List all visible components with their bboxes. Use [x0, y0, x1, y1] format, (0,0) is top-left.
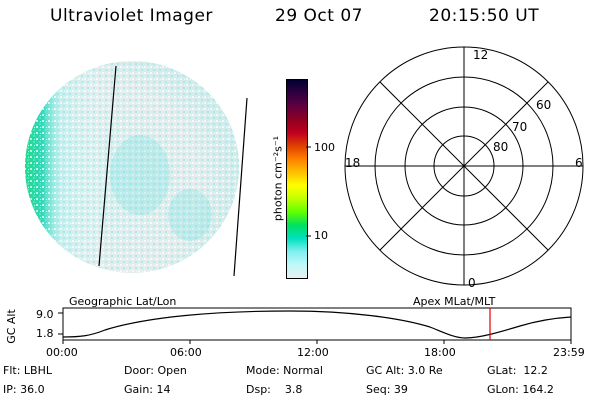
terminator-line-right [233, 97, 248, 277]
info-dsp: Dsp: 3.8 [246, 383, 303, 396]
app-title: Ultraviolet Imager [50, 6, 213, 26]
lat-circle-60 [374, 76, 554, 256]
info-glon: GLon: 164.2 [487, 383, 554, 396]
colorbar-ticks [306, 146, 311, 237]
timeline-y-axis-label: GC Alt [4, 309, 18, 344]
mlt-line-diag2 [379, 81, 549, 251]
timeline-xtick-0000: 00:00 [46, 346, 78, 359]
lat-label-60: 60 [536, 98, 552, 112]
timeline-xtick-0600: 06:00 [170, 346, 202, 359]
lat-circle-80 [433, 135, 495, 197]
timeline-ytick-9: 9.0 [36, 308, 54, 321]
timeline-xtick-1800: 18:00 [424, 346, 456, 359]
timeline-left-label: Geographic Lat/Lon [69, 295, 177, 308]
colorbar-tick-10: 10 [314, 229, 328, 242]
info-gc-alt: GC Alt: 3.0 Re [366, 364, 443, 377]
terminator-line-left [98, 65, 117, 267]
mlt-label-12: 12 [473, 48, 489, 62]
altitude-curve [62, 310, 572, 339]
mlt-label-6: 6 [575, 156, 583, 170]
info-flt: Flt: LBHL [3, 364, 52, 377]
timeline-right-label: Apex MLat/MLT [413, 295, 496, 308]
colorbar [286, 79, 308, 279]
lat-label-70: 70 [512, 120, 528, 134]
timeline-frame [62, 307, 572, 341]
info-mode: Mode: Normal [246, 364, 323, 377]
time-label: 20:15:50 UT [429, 6, 540, 26]
info-gain: Gain: 14 [124, 383, 171, 396]
uv-disk-image [25, 61, 239, 273]
colorbar-unit-label: photon cm⁻²s⁻¹ [271, 135, 285, 222]
info-glat: GLat: 12.2 [487, 364, 548, 377]
mlt-label-18: 18 [345, 156, 361, 170]
lat-circle-50 [344, 46, 584, 286]
info-door: Door: Open [124, 364, 187, 377]
lat-label-80: 80 [493, 140, 509, 154]
mlt-line-diag1 [379, 81, 549, 251]
info-ip: IP: 36.0 [3, 383, 45, 396]
timeline-ytick-1.8: 1.8 [36, 327, 54, 340]
lat-circle-70 [404, 106, 524, 226]
info-seq: Seq: 39 [366, 383, 408, 396]
timeline-xtick-2359: 23:59 [553, 346, 585, 359]
colorbar-tick-100: 100 [314, 141, 335, 154]
mlt-label-0: 0 [468, 276, 476, 290]
date-label: 29 Oct 07 [275, 6, 363, 26]
timeline-xtick-1200: 12:00 [297, 346, 329, 359]
